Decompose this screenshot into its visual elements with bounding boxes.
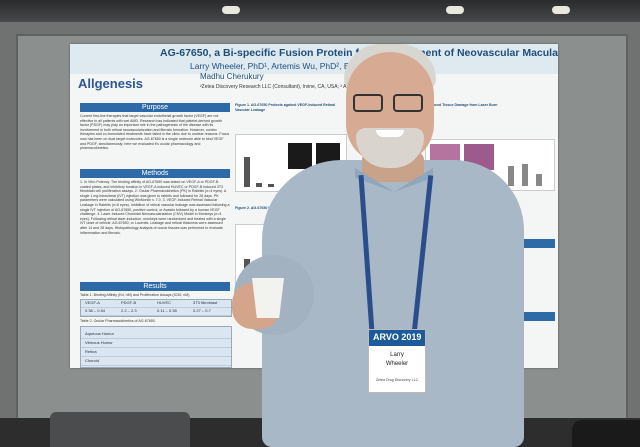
section-references — [515, 312, 555, 321]
section-results: Results — [80, 282, 230, 291]
badge-conference: ARVO 2019 — [373, 332, 422, 342]
poster-affiliation: ²Zetea Discovery Research LLC (Consultan… — [200, 84, 351, 90]
badge-first-name: Larry — [390, 352, 404, 358]
table2-row: Aqueous Humor — [81, 331, 231, 339]
chair — [50, 412, 190, 447]
allgenesis-logo: Allgenesis — [78, 76, 144, 91]
table1-header-row: VEGF-A PDGF-B HUVEC 3T3 fibroblast — [81, 300, 231, 308]
fig1-bar — [268, 184, 274, 187]
fig3-bar — [536, 174, 542, 186]
fig1-bar — [244, 157, 250, 187]
badge-organization: Zetea Drug Discovery LLC — [375, 378, 419, 382]
ceiling — [0, 0, 640, 24]
badge-header: ARVO 2019 — [369, 330, 425, 346]
ceiling-light — [222, 6, 240, 14]
poster-authors: Larry Wheeler, PhD¹, Artemis Wu, PhD², B… — [190, 61, 425, 71]
table2-title: Table 2. Ocular Pharmacokinetics of AG-6… — [80, 319, 156, 323]
fig1-micrograph — [288, 143, 312, 169]
figure2-caption: Figure 2. AG-67650 Inhibited CNV — [235, 206, 292, 210]
fig1-bar — [256, 183, 262, 187]
glasses-lens-right — [393, 94, 423, 112]
paper-cup — [252, 278, 284, 318]
purpose-text: Current first-line therapies that target… — [80, 114, 230, 151]
bag — [572, 420, 640, 447]
ceiling-light — [446, 6, 464, 14]
figure1-caption: Figure 1. AG-67650 Protects against VEGF… — [235, 103, 336, 112]
table2: Aqueous Humor Vitreous Humor Retina Chor… — [80, 326, 232, 368]
person-smile — [376, 130, 404, 137]
table2-row: Vitreous Humor — [81, 340, 231, 348]
table2-row: Retina — [81, 349, 231, 357]
table1-title: Table 1. Binding Affinity (Kd, nM) and P… — [80, 293, 190, 297]
badge-last-name: Wheeler — [385, 361, 409, 367]
section-methods: Methods — [80, 169, 230, 178]
fig3-bar — [508, 166, 514, 186]
table1: VEGF-A PDGF-B HUVEC 3T3 fibroblast 0.38 … — [80, 299, 232, 317]
table1-value-row: 0.38 – 0.54 2.2 – 2.3 0.11 – 0.38 0.27 –… — [81, 308, 231, 316]
poster-authors-2: Madhu Cherukury — [200, 72, 264, 81]
figure3-caption: Figure 3. Reduced Tissue Damage from Las… — [410, 103, 498, 107]
section-purpose: Purpose — [80, 103, 230, 112]
glasses-lens-left — [353, 94, 383, 112]
table2-row: Choroid — [81, 358, 231, 366]
fig3-bar — [522, 164, 528, 186]
methods-text: 1. In Vitro Potency. The binding affinit… — [80, 180, 230, 235]
section-conclusions — [515, 239, 555, 248]
name-badge: ARVO 2019 Larry Wheeler Zetea Drug Disco… — [368, 329, 426, 393]
ceiling-light — [552, 6, 570, 14]
